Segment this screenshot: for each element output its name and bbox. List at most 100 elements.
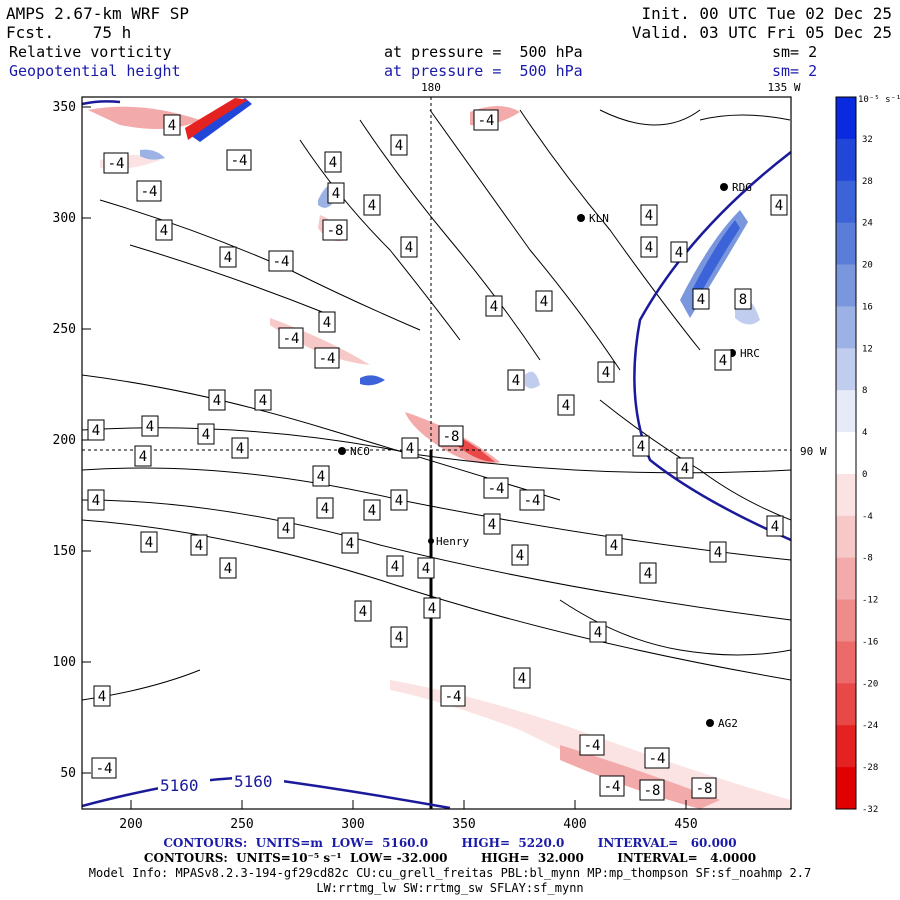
vort-contour — [699, 114, 791, 121]
svg-text:4: 4 — [202, 427, 210, 443]
contour-label: 4 — [692, 288, 710, 310]
x-tick-label: 200 — [119, 817, 142, 832]
svg-text:4: 4 — [160, 223, 168, 239]
vort-contour — [599, 399, 791, 521]
colorbar-swatch — [836, 180, 856, 224]
svg-text:8: 8 — [739, 292, 747, 308]
contour-label: -4 — [599, 775, 625, 797]
colorbar-label: 32 — [862, 135, 873, 145]
svg-text:-4: -4 — [604, 779, 621, 795]
svg-text:4: 4 — [518, 671, 526, 687]
y-tick-label: 300 — [53, 211, 76, 226]
station-marker — [338, 447, 346, 455]
svg-text:4: 4 — [602, 365, 610, 381]
svg-text:4: 4 — [346, 536, 354, 552]
svg-text:4: 4 — [422, 561, 430, 577]
vort-contour — [599, 109, 701, 126]
vort-contour — [82, 519, 791, 681]
contour-labels: 4 -4 -4 -4 4 4 -4 -8 4 4 4 4 4 -4 4 4 4 … — [87, 109, 788, 801]
svg-text:-4: -4 — [584, 738, 601, 754]
contour-label: 4 — [483, 513, 501, 535]
svg-text:4: 4 — [146, 419, 154, 435]
contour-label: 4 — [93, 685, 111, 707]
svg-text:4: 4 — [395, 138, 403, 154]
station-marker — [577, 214, 585, 222]
contour-label: -8 — [639, 779, 665, 801]
contour-label: 4 — [557, 394, 575, 416]
svg-text:4: 4 — [168, 118, 176, 134]
colorbar-label: -28 — [862, 763, 878, 773]
contour-label: -4 — [644, 747, 670, 769]
contour-label: 4 — [632, 435, 650, 457]
contour-label: 4 — [140, 531, 158, 553]
colorbar-frame — [835, 96, 857, 810]
svg-text:-4: -4 — [108, 156, 125, 172]
contour-label: 4 — [714, 349, 732, 371]
svg-text:4: 4 — [259, 393, 267, 409]
contour-label: 4 — [640, 236, 658, 258]
field2-name: Geopotential height — [9, 62, 181, 80]
svg-text:4: 4 — [195, 538, 203, 554]
contour-label: 4 — [231, 437, 249, 459]
contour-label: 4 — [400, 236, 418, 258]
contour-label: 4 — [386, 555, 404, 577]
contour-label: -4 — [136, 180, 162, 202]
contour-label: 4 — [219, 557, 237, 579]
svg-text:4: 4 — [391, 559, 399, 575]
footer-model-info: Model Info: MPASv8.2.3-194-gf29cd82c CU:… — [88, 866, 812, 880]
height-contour — [633, 151, 791, 542]
contour-label: 4 — [318, 311, 336, 333]
contour-label: 4 — [709, 541, 727, 563]
y-tick-label: 50 — [60, 766, 76, 781]
vort-contour — [129, 244, 331, 316]
contour-label: -4 — [483, 477, 509, 499]
x-axis-labels: 200 250 300 350 400 450 — [119, 817, 697, 832]
contour-label: -4 — [103, 152, 129, 174]
svg-text:4: 4 — [771, 519, 779, 535]
field1-name: Relative vorticity — [9, 43, 172, 61]
contour-label: 4 — [390, 489, 408, 511]
svg-text:4: 4 — [92, 493, 100, 509]
colorbar-swatch — [836, 432, 856, 475]
contour-label: 4 — [511, 544, 529, 566]
height-labels: 5160 5160 — [158, 770, 284, 795]
contour-label: 4 — [254, 389, 272, 411]
contour-label: 4 — [363, 499, 381, 521]
init-time: Init. 00 UTC Tue 02 Dec 25 — [641, 4, 892, 23]
svg-text:4: 4 — [405, 240, 413, 256]
contour-label: -4 — [226, 149, 252, 171]
colorbar-label: -4 — [862, 512, 873, 522]
svg-text:4: 4 — [329, 155, 337, 171]
contour-label: 4 — [535, 290, 553, 312]
station-label: NCO — [350, 445, 370, 458]
svg-text:4: 4 — [224, 250, 232, 266]
contour-label: 4 — [354, 600, 372, 622]
model-title: AMPS 2.67-km WRF SP — [6, 4, 190, 23]
svg-text:-4: -4 — [141, 184, 158, 200]
colorbar-swatch — [836, 515, 856, 559]
contour-label: 4 — [363, 194, 381, 216]
colorbar-swatch — [836, 306, 856, 349]
contour-label: -4 — [473, 109, 499, 131]
svg-text:-4: -4 — [445, 689, 462, 705]
colorbar-swatch — [836, 390, 856, 433]
contour-label: -8 — [438, 425, 464, 447]
pos-vort-patch — [140, 149, 165, 160]
contour-label: 4 — [324, 151, 342, 173]
stations: NCO KLN RDG HRC AG2 Henry — [338, 181, 760, 730]
colorbar-label: 24 — [862, 219, 873, 229]
plot-background — [82, 97, 791, 809]
svg-text:4: 4 — [594, 625, 602, 641]
svg-text:4: 4 — [490, 299, 498, 315]
svg-text:-8: -8 — [443, 429, 460, 445]
svg-text:4: 4 — [719, 353, 727, 369]
contour-label: -8 — [322, 219, 348, 241]
colorbar-swatch — [836, 557, 856, 601]
colorbar-swatch — [836, 599, 856, 642]
svg-text:4: 4 — [488, 517, 496, 533]
pos-vort-patch — [190, 98, 252, 142]
colorbar-label: 16 — [862, 302, 873, 312]
contour-label: 8 — [734, 288, 752, 310]
contour-label: -4 — [91, 757, 117, 779]
colorbar-label: -20 — [862, 679, 878, 689]
